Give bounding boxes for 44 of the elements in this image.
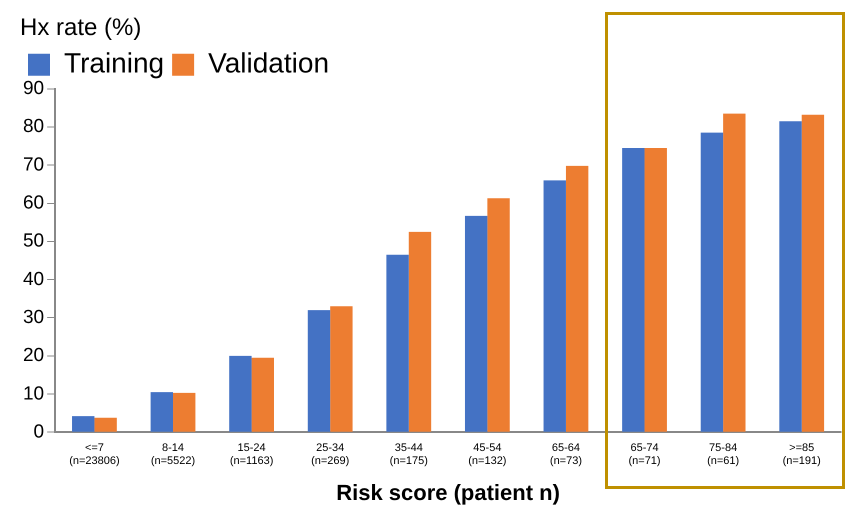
y-tick-label: 30 (22, 306, 44, 328)
bar (386, 254, 409, 432)
bar (779, 121, 802, 432)
bar (464, 216, 488, 432)
y-tick-label: 60 (22, 192, 44, 214)
x-tick-label: 65-64 (n=73) (550, 442, 582, 468)
bar (566, 166, 588, 432)
x-tick-label: 8-14 (n=5522) (150, 442, 196, 468)
x-tick-label: <=7 (n=23806) (69, 442, 120, 468)
x-axis-title: Risk score (patient n) (336, 480, 560, 505)
bar (723, 114, 746, 432)
x-tick-label: 65-74 (n=71) (628, 442, 661, 468)
x-tick-label: 15-24 (n=1163) (230, 442, 274, 468)
bar (544, 180, 566, 432)
y-tick-label: 40 (22, 268, 44, 290)
y-tick-label: 20 (22, 345, 44, 366)
y-axis-title: Hx rate (%) (20, 14, 142, 42)
bar (72, 416, 94, 432)
x-tick-label: 75-84 (n=61) (707, 442, 740, 468)
bar (330, 306, 353, 432)
x-tick-label: >=85 (n=191) (782, 442, 821, 468)
bar (487, 198, 510, 432)
bar (308, 310, 330, 432)
bar (700, 132, 724, 432)
y-tick-label: 0 (34, 421, 44, 442)
bar (252, 358, 274, 432)
legend-label: Training (64, 48, 164, 79)
y-tick-label: 10 (22, 383, 44, 404)
bar (150, 392, 174, 432)
x-tick-label: 45-54 (n=132) (468, 442, 506, 468)
bar (94, 418, 117, 432)
bar (802, 114, 824, 432)
legend-label: Validation (208, 48, 330, 79)
bar (408, 232, 432, 432)
y-tick-label: 80 (22, 116, 44, 138)
y-tick-label: 90 (22, 78, 44, 100)
bar (644, 148, 667, 432)
y-tick-label: 70 (22, 154, 44, 176)
y-tick-label: 50 (22, 230, 44, 252)
x-tick-label: 25-34 (n=269) (311, 442, 350, 468)
bar (229, 356, 252, 432)
x-tick-label: 35-44 (n=175) (390, 442, 428, 468)
bar (173, 392, 196, 432)
bar (622, 148, 645, 432)
